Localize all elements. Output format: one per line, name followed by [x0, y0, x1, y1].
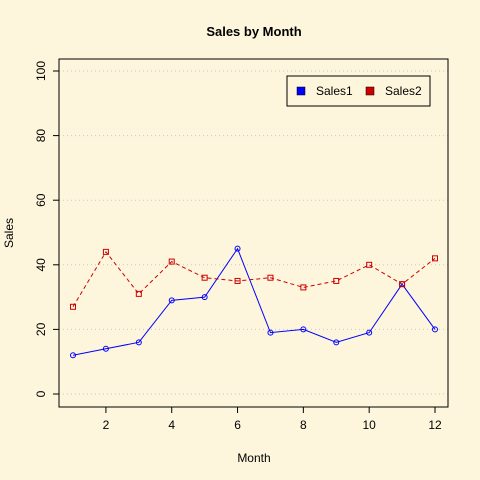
data-point-sales1: [234, 245, 241, 252]
legend-box: [286, 75, 431, 107]
data-point-sales2: [135, 290, 142, 297]
data-point-sales2: [300, 284, 307, 291]
data-point-sales1: [267, 329, 274, 336]
series-group: [70, 245, 438, 359]
y-tick-label: 100: [34, 61, 48, 81]
data-point-sales1: [333, 339, 340, 346]
legend-swatch-sales2: [365, 86, 375, 96]
x-axis-label: Month: [237, 451, 270, 465]
x-tick-label: 10: [363, 418, 377, 432]
data-point-sales1: [70, 352, 76, 359]
y-axis-label: Sales: [2, 218, 16, 248]
x-tick-label: 4: [168, 418, 175, 432]
x-tick-label: 8: [300, 418, 307, 432]
data-point-sales1: [135, 339, 142, 346]
data-point-sales1: [102, 345, 109, 352]
data-point-sales2: [267, 274, 274, 281]
data-point-sales2: [168, 258, 175, 265]
data-point-sales2: [102, 248, 109, 255]
y-tick-label: 80: [34, 129, 48, 143]
x-tick-label: 6: [234, 418, 241, 432]
series-line-sales1: [72, 247, 436, 356]
x-tick-label: 12: [428, 418, 442, 432]
legend-swatch-sales1: [296, 86, 306, 96]
data-point-sales2: [366, 261, 373, 268]
y-tick-label: 40: [34, 258, 48, 272]
plot-frame: [58, 58, 449, 408]
data-point-sales1: [432, 326, 438, 333]
data-point-sales2: [234, 277, 241, 284]
grid-lines: [59, 70, 448, 395]
data-point-sales1: [201, 294, 208, 301]
data-point-sales2: [399, 281, 406, 288]
data-point-sales2: [333, 277, 340, 284]
data-point-sales1: [168, 297, 175, 304]
chart-title: Sales by Month: [206, 24, 301, 39]
legend-label-sales1: Sales1: [316, 84, 353, 98]
data-point-sales2: [201, 274, 208, 281]
data-point-sales2: [432, 255, 438, 262]
legend: Sales1 Sales2: [286, 75, 431, 107]
data-point-sales2: [70, 303, 76, 310]
data-point-sales1: [300, 326, 307, 333]
y-tick-label: 20: [34, 322, 48, 336]
data-point-sales1: [366, 329, 373, 336]
axes: 2 4 6 8 10 12 0 20 40 60 80 100: [34, 61, 442, 432]
legend-label-sales2: Sales2: [385, 84, 422, 98]
series-line-sales2: [72, 250, 436, 308]
y-tick-label: 60: [34, 193, 48, 207]
x-tick-label: 2: [103, 418, 110, 432]
y-tick-label: 0: [34, 390, 48, 397]
